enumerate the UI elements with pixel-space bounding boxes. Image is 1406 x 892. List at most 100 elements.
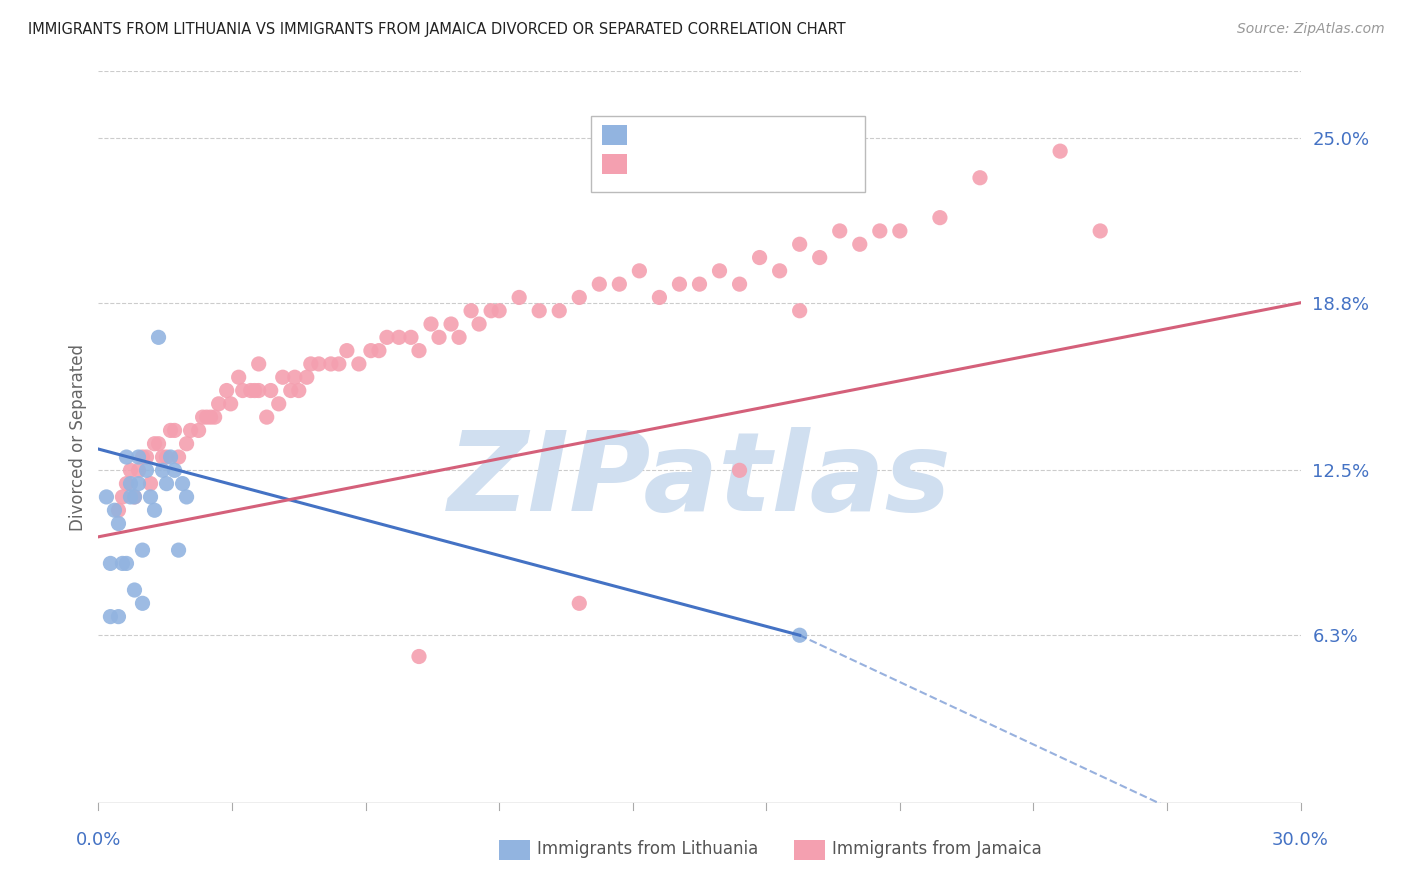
Point xyxy=(172,476,194,491)
Text: R =: R = xyxy=(638,125,675,143)
Point xyxy=(208,397,231,411)
Point xyxy=(288,384,311,398)
Text: Source: ZipAtlas.com: Source: ZipAtlas.com xyxy=(1237,22,1385,37)
Point xyxy=(232,384,254,398)
Point xyxy=(768,264,790,278)
Point xyxy=(180,424,202,438)
Point xyxy=(508,290,530,304)
Point xyxy=(111,490,134,504)
Point xyxy=(120,490,142,504)
Point xyxy=(152,463,174,477)
Point xyxy=(103,503,125,517)
Point xyxy=(187,424,209,438)
Point xyxy=(148,330,170,344)
Point xyxy=(159,424,181,438)
Point xyxy=(728,277,751,292)
Text: 30.0%: 30.0% xyxy=(1272,831,1329,849)
Point xyxy=(609,277,631,292)
Point xyxy=(728,463,751,477)
Point xyxy=(828,224,851,238)
Point xyxy=(155,476,177,491)
Point xyxy=(191,410,214,425)
Text: N =: N = xyxy=(738,125,786,143)
Text: IMMIGRANTS FROM LITHUANIA VS IMMIGRANTS FROM JAMAICA DIVORCED OR SEPARATED CORRE: IMMIGRANTS FROM LITHUANIA VS IMMIGRANTS … xyxy=(28,22,846,37)
Point xyxy=(239,384,262,398)
Point xyxy=(215,384,238,398)
Text: 89: 89 xyxy=(790,154,813,172)
Point xyxy=(347,357,370,371)
Point xyxy=(260,384,283,398)
Point xyxy=(688,277,710,292)
Text: 0.437: 0.437 xyxy=(682,154,741,172)
Point xyxy=(368,343,391,358)
Point xyxy=(427,330,450,344)
Point xyxy=(228,370,250,384)
Point xyxy=(200,410,222,425)
Point xyxy=(388,330,411,344)
Text: Immigrants from Lithuania: Immigrants from Lithuania xyxy=(537,840,758,858)
Point xyxy=(267,397,290,411)
Point xyxy=(159,450,181,464)
Point xyxy=(628,264,651,278)
Point xyxy=(869,224,891,238)
Point xyxy=(648,290,671,304)
Point xyxy=(408,649,430,664)
Point xyxy=(243,384,266,398)
Point xyxy=(447,330,470,344)
Point xyxy=(135,463,157,477)
Point xyxy=(588,277,610,292)
Point xyxy=(299,357,322,371)
Point xyxy=(460,303,482,318)
Point xyxy=(468,317,491,331)
Point xyxy=(969,170,991,185)
Point xyxy=(167,543,190,558)
Point xyxy=(360,343,382,358)
Point xyxy=(399,330,422,344)
Point xyxy=(328,357,350,371)
Point xyxy=(668,277,690,292)
Point xyxy=(479,303,502,318)
Point xyxy=(100,609,122,624)
Point xyxy=(120,476,142,491)
Point xyxy=(124,582,146,597)
Point xyxy=(128,476,150,491)
Point xyxy=(167,450,190,464)
Text: -0.548: -0.548 xyxy=(682,125,741,143)
Text: R =: R = xyxy=(638,154,675,172)
Point xyxy=(131,596,153,610)
Point xyxy=(256,410,278,425)
Point xyxy=(568,596,591,610)
Point xyxy=(115,450,138,464)
Text: 0.0%: 0.0% xyxy=(76,831,121,849)
Point xyxy=(219,397,242,411)
Point xyxy=(271,370,294,384)
Text: ZIPatlas: ZIPatlas xyxy=(447,427,952,534)
Y-axis label: Divorced or Separated: Divorced or Separated xyxy=(69,343,87,531)
Point xyxy=(163,424,186,438)
Point xyxy=(100,557,122,571)
Point xyxy=(1049,144,1071,158)
Point xyxy=(247,357,270,371)
Point xyxy=(548,303,571,318)
Point xyxy=(124,490,146,504)
Point xyxy=(143,503,166,517)
Point xyxy=(488,303,510,318)
Text: Immigrants from Jamaica: Immigrants from Jamaica xyxy=(832,840,1042,858)
Point xyxy=(319,357,342,371)
Point xyxy=(195,410,218,425)
Point xyxy=(568,290,591,304)
Point xyxy=(789,237,811,252)
Point xyxy=(529,303,551,318)
Point xyxy=(204,410,226,425)
Point xyxy=(131,450,153,464)
Point xyxy=(128,450,150,464)
Point xyxy=(115,557,138,571)
Point xyxy=(143,436,166,450)
Point xyxy=(1088,224,1111,238)
Point xyxy=(284,370,307,384)
Point xyxy=(155,450,177,464)
Text: N =: N = xyxy=(738,154,786,172)
Point xyxy=(808,251,831,265)
Point xyxy=(139,490,162,504)
Point xyxy=(308,357,330,371)
